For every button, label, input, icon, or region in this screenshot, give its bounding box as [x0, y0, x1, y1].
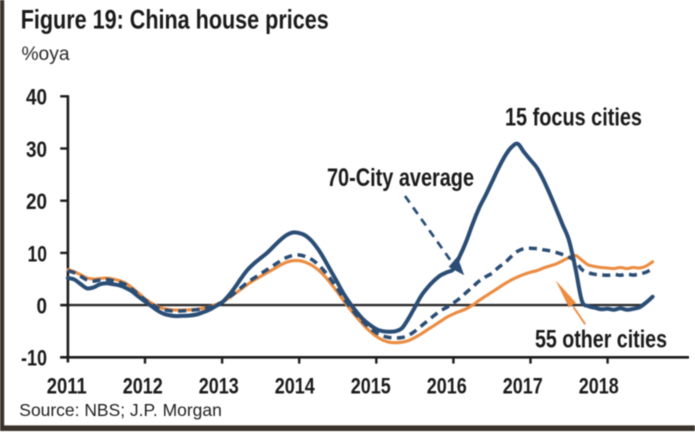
svg-text:2013: 2013 — [199, 373, 239, 398]
svg-text:40: 40 — [26, 85, 47, 110]
svg-text:10: 10 — [28, 241, 48, 266]
svg-text:Source: NBS; J.P. Morgan: Source: NBS; J.P. Morgan — [19, 400, 222, 420]
svg-text:2015: 2015 — [351, 373, 391, 398]
svg-text:30: 30 — [26, 137, 47, 162]
svg-text:15 focus cities: 15 focus cities — [505, 104, 642, 132]
svg-text:2011: 2011 — [47, 373, 87, 398]
svg-text:Figure 19: China house prices: Figure 19: China house prices — [21, 4, 329, 34]
svg-text:%oya: %oya — [22, 44, 70, 65]
svg-text:-10: -10 — [21, 346, 47, 371]
svg-text:20: 20 — [26, 189, 47, 214]
svg-text:2017: 2017 — [503, 373, 543, 398]
svg-text:55 other cities: 55 other cities — [535, 326, 667, 354]
svg-text:0: 0 — [37, 294, 48, 319]
svg-text:70-City average: 70-City average — [327, 164, 474, 192]
svg-text:2012: 2012 — [123, 373, 163, 398]
svg-text:2018: 2018 — [579, 373, 619, 398]
svg-text:2016: 2016 — [427, 373, 467, 398]
svg-text:2014: 2014 — [275, 373, 315, 398]
